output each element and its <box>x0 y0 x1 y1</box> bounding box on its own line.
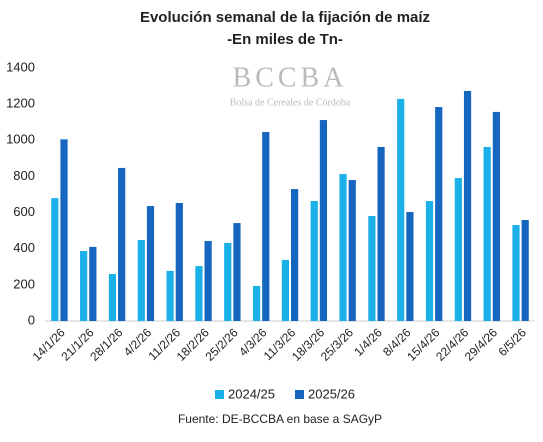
bar <box>521 219 529 321</box>
bar <box>319 120 328 321</box>
bar <box>435 107 443 321</box>
bar <box>397 98 405 321</box>
y-tick-label: 1000 <box>6 132 35 147</box>
watermark: BCCBA <box>233 62 348 93</box>
bar <box>483 146 491 321</box>
bar <box>281 259 289 321</box>
bar <box>118 167 126 321</box>
legend-label: 2024/25 <box>228 386 275 401</box>
x-tick-label: 25/3/26 <box>318 325 356 363</box>
y-tick-label: 600 <box>13 204 35 219</box>
bar <box>368 216 376 321</box>
bar <box>262 131 270 321</box>
chart-title: Evolución semanal de la fijación de maíz <box>140 9 430 26</box>
bar <box>348 180 356 321</box>
bar <box>175 202 183 321</box>
legend-swatch <box>215 390 224 399</box>
x-tick-label: 6/5/26 <box>495 325 529 359</box>
x-tick-label: 25/2/26 <box>203 325 241 363</box>
bar <box>252 285 261 321</box>
bar <box>463 90 472 321</box>
legend-swatch <box>295 390 304 399</box>
bar <box>406 212 414 321</box>
source: Fuente: DE-BCCBA en base a SAGyP <box>178 412 382 426</box>
bar <box>80 251 88 321</box>
bar <box>492 111 500 321</box>
bar <box>291 189 299 321</box>
y-tick-label: 0 <box>28 312 35 327</box>
watermark-subtitle: Bolsa de Cereales de Córdoba <box>230 97 351 108</box>
bar <box>204 240 212 321</box>
x-tick-label: 1/4/26 <box>351 325 385 359</box>
bar <box>233 223 241 321</box>
bar <box>89 246 97 321</box>
y-tick-label: 1200 <box>6 96 35 111</box>
y-tick-label: 1400 <box>6 59 35 74</box>
chart-subtitle: -En miles de Tn- <box>227 31 343 48</box>
bar <box>512 225 520 321</box>
bar <box>425 201 434 321</box>
legend-label: 2025/26 <box>308 386 355 401</box>
bar <box>310 201 318 321</box>
bar <box>195 266 203 321</box>
bar <box>339 174 347 321</box>
y-tick-label: 800 <box>13 168 35 183</box>
bar <box>60 139 68 321</box>
y-tick-label: 200 <box>13 276 35 291</box>
bar <box>224 242 232 321</box>
bar <box>166 270 174 321</box>
bar <box>108 274 117 321</box>
bar <box>146 206 155 321</box>
x-tick-label: 29/4/26 <box>462 325 500 363</box>
bar <box>454 178 462 321</box>
x-tick-label: 28/1/26 <box>87 325 125 363</box>
bar <box>51 198 59 321</box>
bar <box>377 146 385 321</box>
y-tick-label: 400 <box>13 240 35 255</box>
bar <box>137 240 145 321</box>
